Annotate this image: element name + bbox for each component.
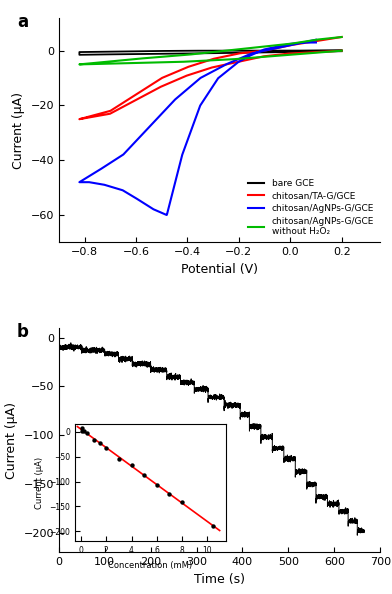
X-axis label: Time (s): Time (s)	[194, 573, 245, 586]
Text: a: a	[17, 13, 28, 31]
Y-axis label: Current (μA): Current (μA)	[12, 91, 25, 169]
X-axis label: Potential (V): Potential (V)	[181, 263, 258, 276]
Text: b: b	[17, 323, 29, 342]
Legend: bare GCE, chitosan/TA-G/GCE, chitosan/AgNPs-G/GCE, chitosan/AgNPs-G/GCE
without : bare GCE, chitosan/TA-G/GCE, chitosan/Ag…	[246, 177, 376, 238]
Y-axis label: Current (μA): Current (μA)	[5, 402, 18, 479]
